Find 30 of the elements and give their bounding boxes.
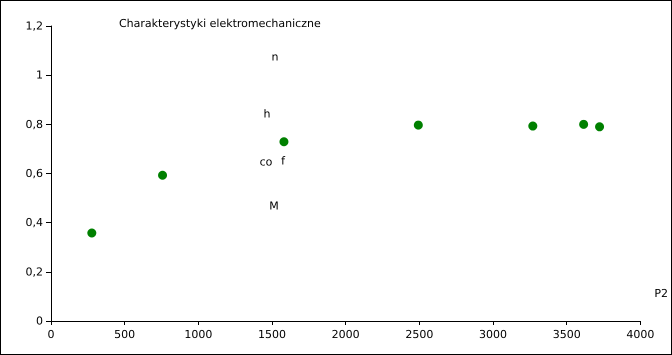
x-tick-label: 1000 bbox=[184, 328, 212, 341]
x-tick-label: 3000 bbox=[479, 328, 508, 341]
point bbox=[414, 120, 423, 130]
annotation: M bbox=[269, 200, 279, 212]
x-tick-label: 4000 bbox=[626, 328, 654, 341]
x-tick-label: 1500 bbox=[258, 328, 286, 341]
x-tick-label: 2500 bbox=[405, 328, 434, 341]
y-tick-label: 1 bbox=[36, 68, 43, 82]
x-axis-title: P2 bbox=[654, 287, 668, 300]
point bbox=[87, 228, 96, 238]
point bbox=[158, 170, 168, 180]
point bbox=[595, 122, 604, 132]
y-tick-label: 0,8 bbox=[26, 118, 43, 131]
point bbox=[528, 122, 538, 131]
annotation: n bbox=[272, 50, 279, 64]
chart-title: Charakterystyki elektromechaniczne bbox=[119, 17, 321, 30]
x-tick-label: 500 bbox=[114, 328, 136, 341]
point bbox=[579, 120, 588, 129]
y-tick-label: 1,2 bbox=[26, 20, 43, 32]
annotation: f bbox=[281, 154, 286, 168]
y-tick-label: 0,2 bbox=[26, 265, 43, 278]
y-tick-label: 0,6 bbox=[26, 167, 43, 180]
x-tick-label: 0 bbox=[48, 328, 54, 341]
point bbox=[279, 137, 288, 146]
y-tick-label: 0 bbox=[36, 314, 43, 328]
x-tick-label: 3500 bbox=[552, 328, 581, 341]
y-tick-label: 0,4 bbox=[26, 216, 43, 230]
x-tick-label: 2000 bbox=[332, 328, 360, 341]
annotation: co bbox=[260, 156, 273, 168]
annotation: h bbox=[264, 108, 271, 120]
